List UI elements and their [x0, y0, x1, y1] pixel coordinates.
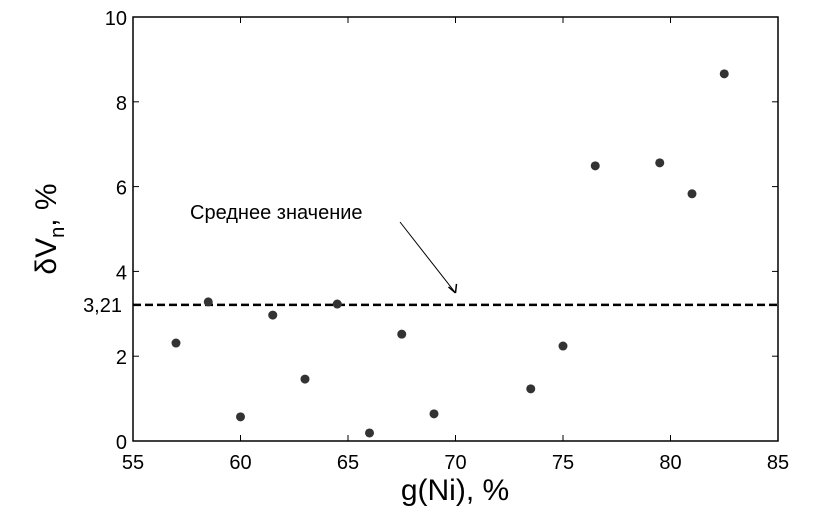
y-axis-label-main: δV [30, 238, 63, 275]
y-axis-label: δVn, % [30, 183, 69, 274]
annotation-text: Среднее значение [190, 202, 363, 224]
y-tick-label: 2 [116, 347, 127, 369]
data-point [526, 384, 536, 394]
x-tick-label: 70 [444, 452, 466, 474]
data-point [558, 341, 568, 351]
x-tick-label: 80 [659, 452, 681, 474]
x-axis-label: g(Ni), % [401, 474, 509, 507]
data-points [171, 69, 729, 438]
y-axis-label-sub: n [47, 227, 69, 238]
data-point [719, 69, 729, 79]
y-tick-label: 4 [116, 262, 127, 284]
x-tick-label: 55 [122, 452, 144, 474]
y-tick-label: 10 [105, 8, 127, 30]
data-point [171, 338, 181, 348]
y-tick-label: 8 [116, 93, 127, 115]
arrow-head [448, 283, 458, 294]
x-tick-label: 85 [767, 452, 789, 474]
data-point [203, 297, 213, 307]
x-tick-label: 65 [337, 452, 359, 474]
data-point [429, 409, 439, 419]
data-point [655, 158, 665, 168]
y-tick-label: 0 [116, 432, 127, 454]
axes: 55 60 65 70 75 80 85 0 2 4 6 8 10 [105, 8, 789, 474]
y-axis-label-suffix: , % [30, 183, 63, 226]
annotation-arrow [399, 221, 456, 294]
data-point [236, 412, 245, 422]
data-point [300, 374, 310, 384]
x-tick-label: 75 [552, 452, 574, 474]
data-point [590, 161, 600, 171]
data-point [332, 299, 342, 309]
data-point [687, 189, 697, 199]
x-tick-label: 60 [229, 452, 251, 474]
data-point [397, 329, 407, 339]
data-point [268, 310, 278, 320]
y-tick-label: 6 [116, 178, 127, 200]
plot-frame [132, 16, 779, 442]
mean-value-label: 3,21 [83, 295, 122, 317]
data-point [365, 428, 374, 438]
